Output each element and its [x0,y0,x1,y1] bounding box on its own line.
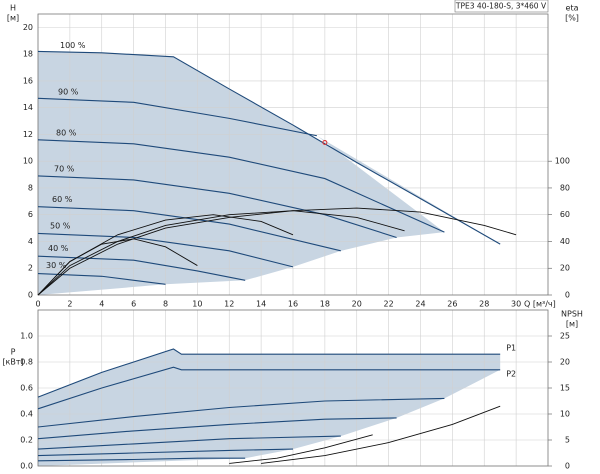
secondary-curve [261,405,501,464]
y2-axis-label: eta [566,4,579,13]
y2-tick-label: 100 [555,157,570,166]
secondary-curve [37,210,405,296]
curve-label: 50 % [50,221,71,230]
curve [37,366,501,410]
y-tick-label: 0 [28,291,33,300]
y2-tick-label: 0 [565,291,570,300]
duty-point [322,139,328,145]
y-tick-label: 10 [23,157,33,166]
curve [37,206,341,252]
y-tick-label: 0.6 [20,384,33,393]
y-tick-label: 0.8 [20,358,33,367]
y-tick-label: 0.4 [20,410,33,419]
y-axis-label: H [10,4,16,13]
y-axis-label: [кВт] [2,358,23,367]
title-box [454,0,549,13]
curve [37,255,246,281]
curve [37,457,246,462]
y2-tick-label: 60 [560,210,570,219]
y-axis-label: P [11,348,16,357]
curve-label: P2 [506,369,516,378]
x-tick-label: 30 [511,300,521,309]
x-tick-label: 0 [35,300,40,309]
curve-label: 90 % [58,88,79,97]
y2-tick-label: 10 [560,410,570,419]
x-tick-label: 20 [352,300,362,309]
plot-frame [37,309,549,467]
y-tick-label: 8 [28,183,33,192]
x-tick-label: 4 [99,300,104,309]
y-tick-label: 1.0 [20,332,33,341]
y2-tick-label: 20 [560,358,570,367]
x-tick-label: 28 [479,300,489,309]
y-tick-label: 14 [23,103,33,112]
x-tick-label: 26 [447,300,457,309]
y-tick-label: 0.2 [20,436,33,445]
y2-tick-label: 5 [565,436,570,445]
x-tick-label: 14 [256,300,266,309]
y2-tick-label: 20 [560,264,570,273]
x-tick-label: 12 [224,300,234,309]
y-tick-label: 16 [23,76,33,85]
x-tick-label: 8 [163,300,168,309]
plot-frame [37,13,549,296]
secondary-curve [229,434,373,464]
curve [37,273,166,285]
chart-title: TPE3 40-180-S, 3*460 V [455,2,547,11]
y-tick-label: 0.0 [20,462,33,471]
x-tick-label: 6 [131,300,136,309]
y2-tick-label: 0 [565,462,570,471]
secondary-curve [37,238,198,296]
curve-label: 100 % [60,41,86,50]
y2-tick-label: 40 [560,237,570,246]
x-tick-label: 18 [320,300,330,309]
operating-area [38,349,501,466]
y-tick-label: 18 [23,50,33,59]
curve [37,348,501,398]
curve [37,97,318,137]
curve [37,175,397,238]
y-tick-label: 6 [28,210,33,219]
curve [37,448,294,457]
y2-axis-label: NPSH [561,310,583,319]
y-axis-label: [м] [7,14,19,23]
curve [37,435,341,450]
y2-axis-label: [м] [566,320,578,329]
curve-label: 40 % [48,244,69,253]
curve [37,50,501,245]
curve-label: 60 % [52,195,73,204]
y2-axis-label: [%] [565,14,579,23]
curve [37,232,294,268]
y-tick-label: 20 [23,23,33,32]
x-tick-label: 22 [384,300,394,309]
y-tick-label: 4 [28,237,33,246]
x-tick-label: 24 [415,300,425,309]
curve-label: 80 % [56,129,77,138]
y2-tick-label: 25 [560,332,570,341]
x-axis-label: Q [м³/ч] [524,300,556,309]
y2-tick-label: 15 [560,384,570,393]
x-tick-label: 2 [67,300,72,309]
curve-label: P1 [506,344,516,353]
y-tick-label: 2 [28,264,33,273]
x-tick-label: 16 [288,300,298,309]
curve [37,139,445,233]
y2-tick-label: 80 [560,183,570,192]
curve-label: 70 % [54,165,75,174]
curve-label: 30 % [46,261,67,270]
secondary-curve [37,207,517,296]
x-tick-label: 10 [192,300,202,309]
curve [37,397,445,428]
curve [37,417,397,440]
y-tick-label: 12 [23,130,33,139]
